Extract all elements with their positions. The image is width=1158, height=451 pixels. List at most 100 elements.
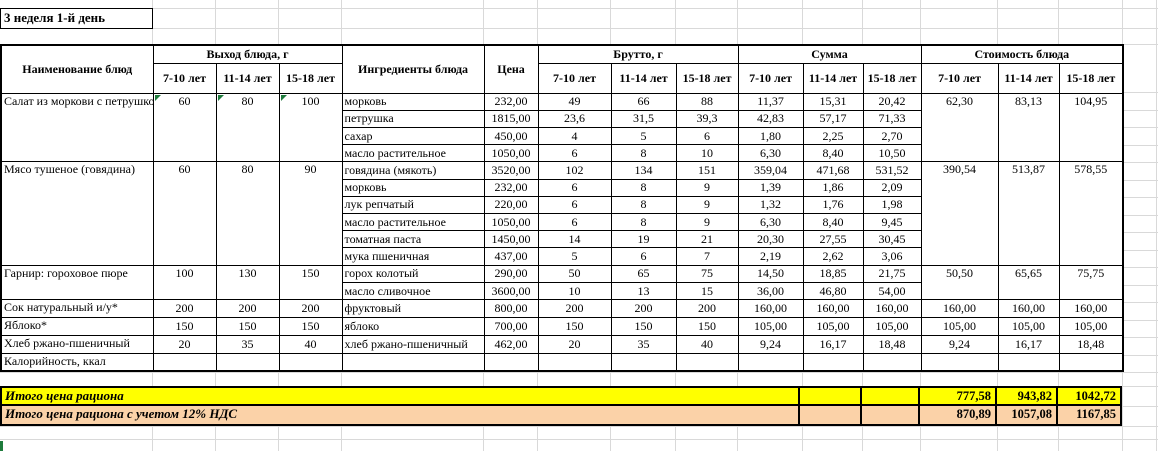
cell-brutto[interactable]: 8 <box>610 178 677 197</box>
cell-sum[interactable]: 160,00 <box>802 299 864 318</box>
cell-brutto[interactable]: 7 <box>675 247 739 266</box>
cell-sum[interactable]: 105,00 <box>802 316 864 336</box>
cell-brutto[interactable]: 5 <box>610 126 677 146</box>
cell-sum[interactable]: 20,42 <box>862 92 922 111</box>
empty-cell[interactable] <box>860 388 918 404</box>
cell-ingredient[interactable]: масло сливочное <box>341 281 485 301</box>
total-value[interactable]: 777,58 <box>918 388 995 404</box>
cell-brutto[interactable]: 151 <box>675 161 739 180</box>
total-value[interactable]: 1167,85 <box>1056 406 1120 424</box>
empty-cell[interactable] <box>798 406 860 424</box>
empty-cell[interactable] <box>483 352 539 372</box>
header-ingredients[interactable]: Ингредиенты блюда <box>341 44 485 94</box>
cell-price[interactable]: 450,00 <box>483 126 539 146</box>
cell-ingredient[interactable]: мука пшеничная <box>341 247 485 266</box>
cell-output[interactable]: 150 <box>278 316 343 336</box>
cell-output[interactable]: 100 <box>152 264 217 301</box>
cell-brutto[interactable]: 200 <box>675 299 739 318</box>
cell-calories-label[interactable]: Калорийность, ккал <box>0 352 154 372</box>
cell-output[interactable]: 60 <box>152 92 217 163</box>
header-age[interactable]: 11-14 лет <box>610 62 677 94</box>
empty-cell[interactable] <box>798 388 860 404</box>
cell-output[interactable]: 35 <box>215 334 280 354</box>
cell-brutto[interactable]: 134 <box>610 161 677 180</box>
empty-cell[interactable] <box>862 352 922 372</box>
cell-cost[interactable]: 578,55 <box>1058 161 1124 266</box>
empty-cell[interactable] <box>537 352 612 372</box>
cell-brutto[interactable]: 6 <box>537 178 612 197</box>
cell-dish-name[interactable]: Сок натуральный и/у* <box>0 299 154 318</box>
cell-brutto[interactable]: 21 <box>675 230 739 249</box>
cell-cost[interactable]: 105,00 <box>920 316 999 336</box>
empty-cell[interactable] <box>920 352 999 372</box>
cell-sum[interactable]: 160,00 <box>737 299 804 318</box>
cell-ingredient[interactable]: хлеб ржано-пшеничный <box>341 334 485 354</box>
cell-cost[interactable]: 62,30 <box>920 92 999 163</box>
cell-sum[interactable]: 30,45 <box>862 230 922 249</box>
cell-price[interactable]: 800,00 <box>483 299 539 318</box>
cell-output[interactable]: 40 <box>278 334 343 354</box>
cell-sum[interactable]: 2,62 <box>802 247 864 266</box>
cell-cost[interactable]: 105,00 <box>1058 316 1124 336</box>
cell-cost[interactable]: 160,00 <box>1058 299 1124 318</box>
cell-sum[interactable]: 57,17 <box>802 109 864 128</box>
empty-cell[interactable] <box>802 352 864 372</box>
cell-sum[interactable]: 1,39 <box>737 178 804 197</box>
cell-price[interactable]: 3520,00 <box>483 161 539 180</box>
cell-sum[interactable]: 105,00 <box>737 316 804 336</box>
cell-sum[interactable]: 359,04 <box>737 161 804 180</box>
cell-cost[interactable]: 9,24 <box>920 334 999 354</box>
cell-price[interactable]: 220,00 <box>483 195 539 215</box>
cell-brutto[interactable]: 8 <box>610 213 677 232</box>
cell-output[interactable]: 80 <box>215 161 280 266</box>
empty-cell[interactable] <box>152 352 217 372</box>
cell-brutto[interactable]: 8 <box>610 144 677 163</box>
cell-output[interactable]: 100 <box>278 92 343 163</box>
cell-brutto[interactable]: 65 <box>610 264 677 283</box>
cell-ingredient[interactable]: горох колотый <box>341 264 485 283</box>
cell-sum[interactable]: 18,48 <box>862 334 922 354</box>
cell-sum[interactable]: 3,06 <box>862 247 922 266</box>
cell-price[interactable]: 290,00 <box>483 264 539 283</box>
cell-price[interactable]: 1450,00 <box>483 230 539 249</box>
cell-price[interactable]: 3600,00 <box>483 281 539 301</box>
cell-price[interactable]: 700,00 <box>483 316 539 336</box>
cell-output[interactable]: 150 <box>215 316 280 336</box>
header-age[interactable]: 7-10 лет <box>920 62 999 94</box>
cell-sum[interactable]: 1,32 <box>737 195 804 215</box>
cell-sum[interactable]: 6,30 <box>737 213 804 232</box>
cell-brutto[interactable]: 10 <box>675 144 739 163</box>
cell-brutto[interactable]: 31,5 <box>610 109 677 128</box>
cell-output[interactable]: 150 <box>152 316 217 336</box>
cell-brutto[interactable]: 200 <box>610 299 677 318</box>
cell-ingredient[interactable]: морковь <box>341 178 485 197</box>
cell-dish-name[interactable]: Хлеб ржано-пшеничный <box>0 334 154 354</box>
header-age[interactable]: 15-18 лет <box>862 62 922 94</box>
cell-sum[interactable]: 9,24 <box>737 334 804 354</box>
cell-price[interactable]: 462,00 <box>483 334 539 354</box>
empty-cell[interactable] <box>1058 352 1124 372</box>
cell-sum[interactable]: 6,30 <box>737 144 804 163</box>
header-age[interactable]: 15-18 лет <box>675 62 739 94</box>
cell-ingredient[interactable]: фруктовый <box>341 299 485 318</box>
cell-sum[interactable]: 1,76 <box>802 195 864 215</box>
cell-price[interactable]: 1050,00 <box>483 213 539 232</box>
cell-brutto[interactable]: 8 <box>610 195 677 215</box>
total-value[interactable]: 870,89 <box>918 406 995 424</box>
empty-cell[interactable] <box>860 406 918 424</box>
cell-output[interactable]: 20 <box>152 334 217 354</box>
cell-sum[interactable]: 8,40 <box>802 144 864 163</box>
total-row-ration-price[interactable]: Итого цена рациона 777,58 943,82 1042,72 <box>0 386 1122 406</box>
cell-brutto[interactable]: 66 <box>610 92 677 111</box>
cell-sum[interactable]: 54,00 <box>862 281 922 301</box>
sheet-title-cell[interactable]: 3 неделя 1-й день <box>0 8 153 29</box>
cell-brutto[interactable]: 10 <box>537 281 612 301</box>
empty-cell[interactable] <box>610 352 677 372</box>
cell-ingredient[interactable]: говядина (мякоть) <box>341 161 485 180</box>
header-output-group[interactable]: Выход блюда, г <box>152 44 343 64</box>
cell-ingredient[interactable]: сахар <box>341 126 485 146</box>
cell-cost[interactable]: 16,17 <box>997 334 1060 354</box>
cell-output[interactable]: 90 <box>278 161 343 266</box>
total-row-ration-price-vat[interactable]: Итого цена рациона с учетом 12% НДС 870,… <box>0 406 1122 426</box>
cell-cost[interactable]: 513,87 <box>997 161 1060 266</box>
